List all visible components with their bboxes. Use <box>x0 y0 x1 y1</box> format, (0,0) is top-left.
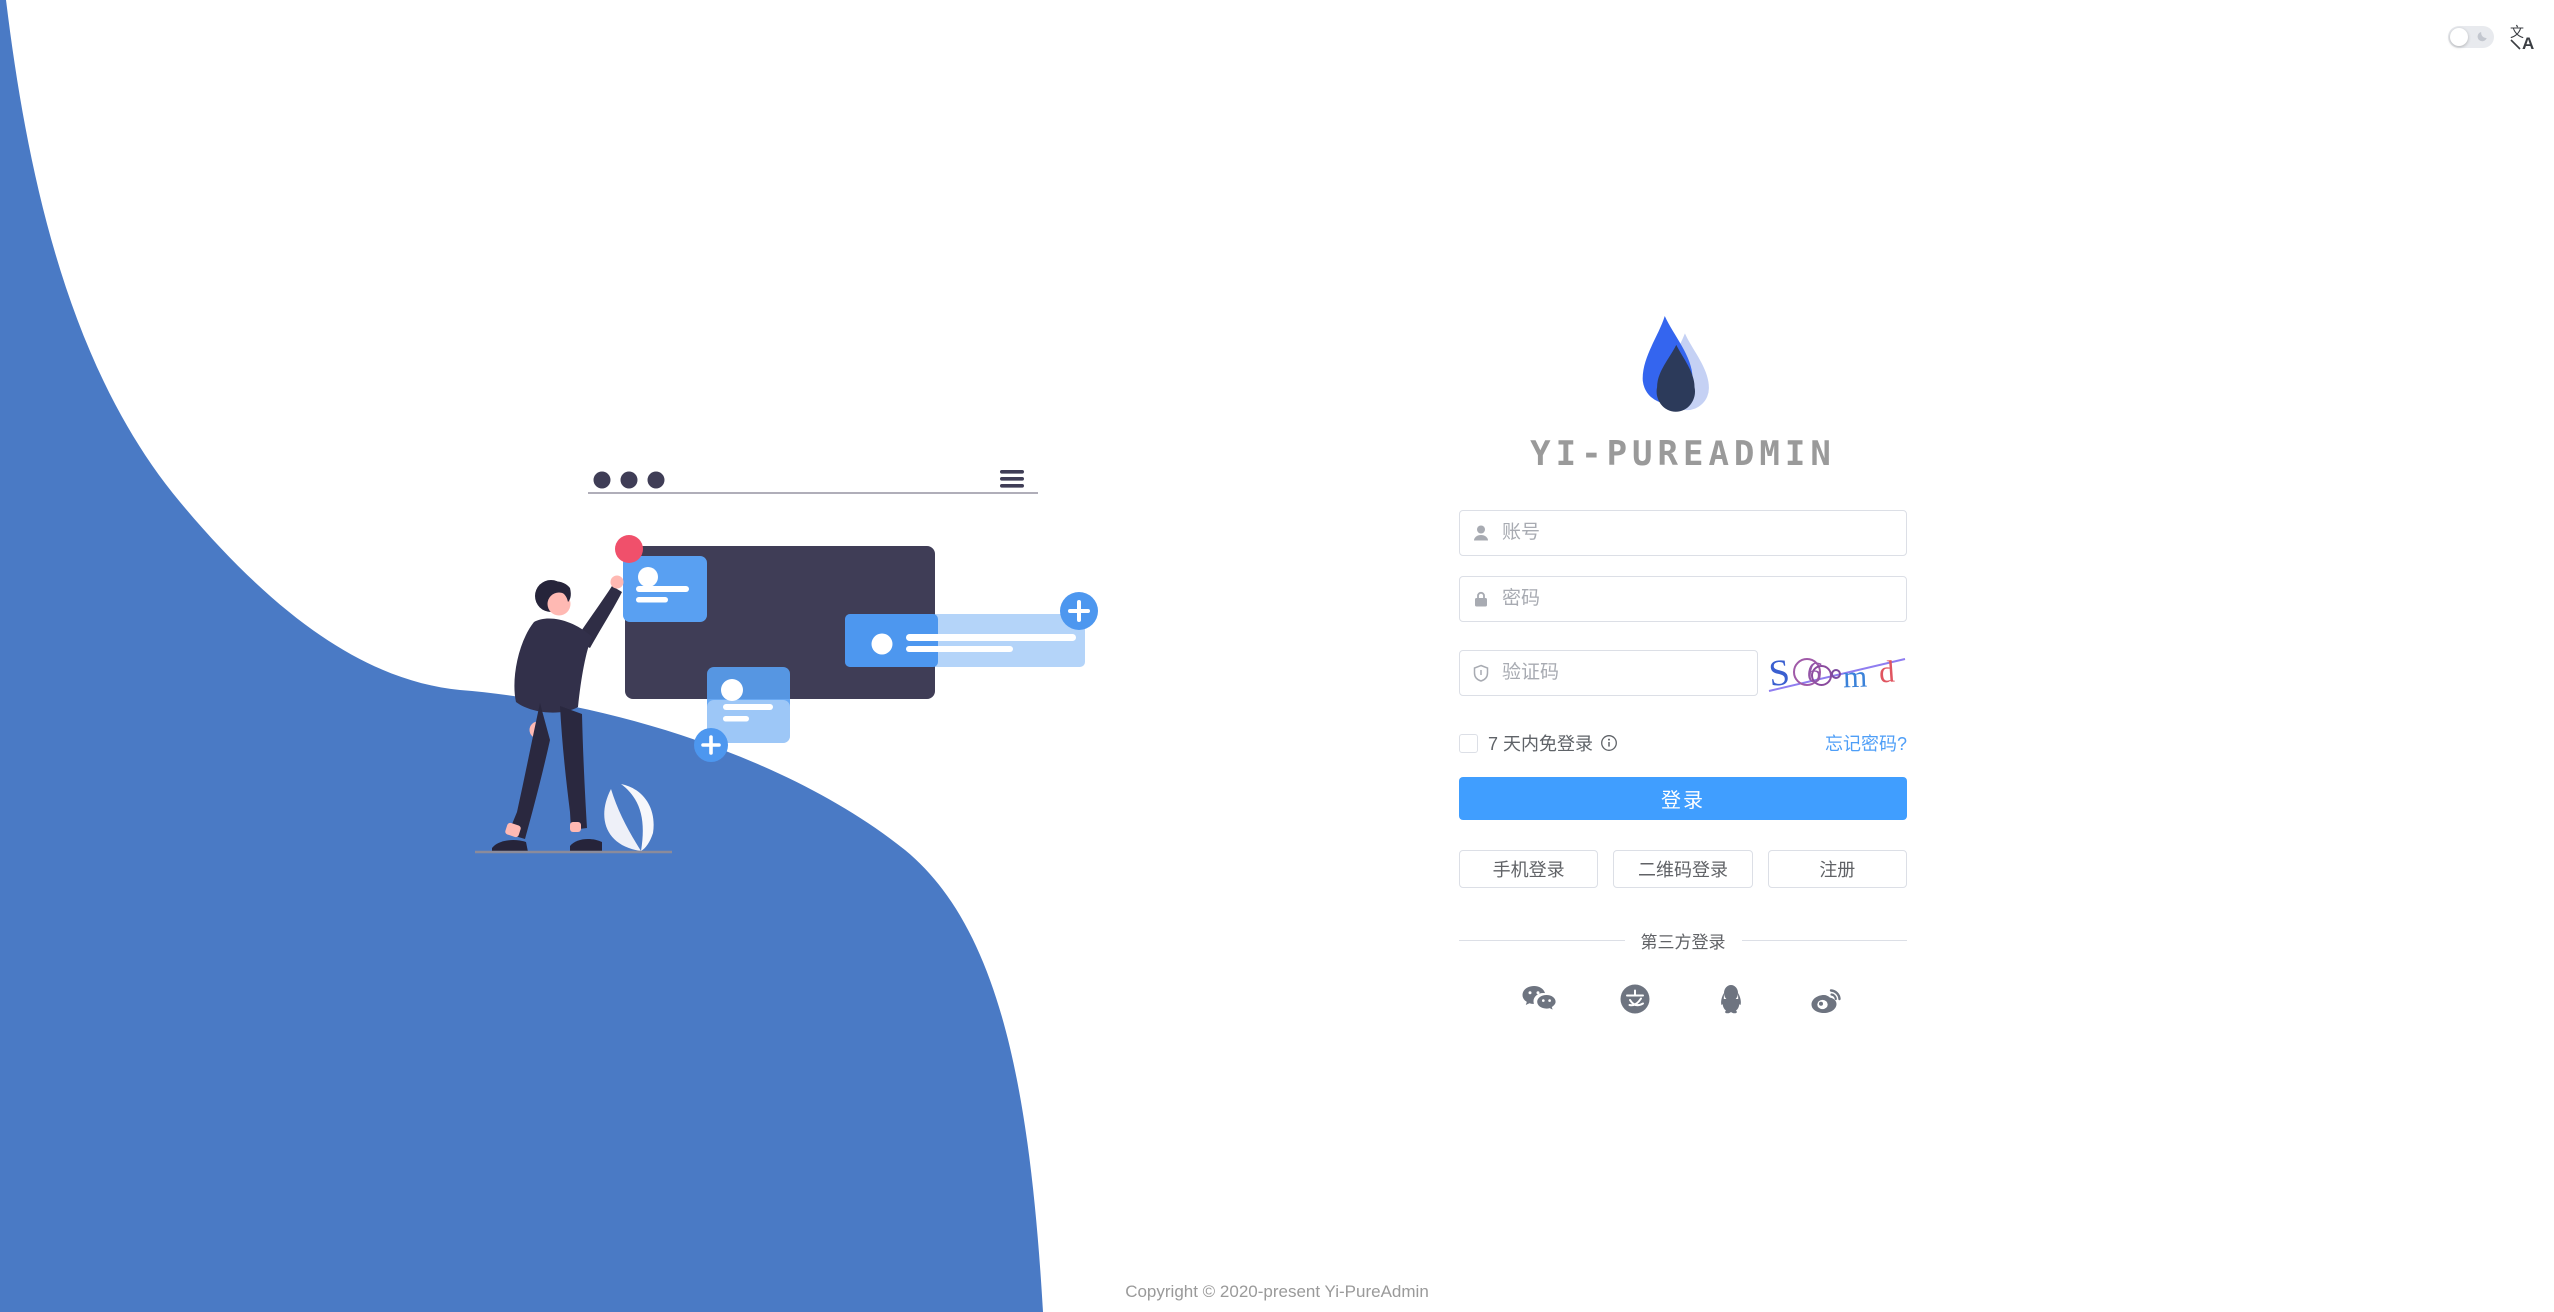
wechat-icon[interactable] <box>1521 983 1557 1015</box>
secondary-actions: 手机登录 二维码登录 注册 <box>1459 850 1907 888</box>
divider-line <box>1741 940 1907 941</box>
account-field-wrap <box>1459 510 1907 556</box>
wave-shape <box>0 0 1043 1312</box>
forgot-password-link[interactable]: 忘记密码? <box>1824 734 1907 754</box>
leaf-decoration <box>604 784 654 851</box>
password-field-wrap <box>1459 576 1907 622</box>
login-illustration <box>475 470 1098 854</box>
qrcode-login-button[interactable]: 二维码登录 <box>1613 850 1753 888</box>
svg-text:A: A <box>2522 34 2534 51</box>
moon-icon <box>2477 32 2487 42</box>
remember-checkbox[interactable] <box>1459 733 1478 753</box>
divider-line <box>1459 940 1625 941</box>
qq-icon[interactable] <box>1713 983 1749 1015</box>
app-logo <box>1642 316 1709 412</box>
user-icon <box>1472 524 1490 542</box>
app-title: YI-PUREADMIN <box>1530 434 1836 474</box>
captcha-image[interactable]: S 6 m d <box>1767 650 1907 696</box>
phone-login-button[interactable]: 手机登录 <box>1459 850 1599 888</box>
account-input[interactable] <box>1459 510 1907 556</box>
dark-mode-toggle[interactable] <box>2448 26 2494 48</box>
weibo-icon[interactable] <box>1809 983 1845 1015</box>
alipay-icon[interactable] <box>1617 983 1653 1015</box>
shield-icon <box>1472 664 1490 682</box>
toggle-knob <box>2450 28 2468 46</box>
login-button[interactable]: 登录 <box>1459 777 1907 820</box>
remember-label: 7 天内免登录 <box>1488 734 1594 754</box>
captcha-noise-circle <box>1831 669 1841 679</box>
language-switch-icon[interactable]: 文 A <box>2508 22 2538 52</box>
captcha-field-wrap <box>1459 650 1758 696</box>
captcha-char: d <box>1877 653 1896 690</box>
captcha-input[interactable] <box>1459 650 1758 696</box>
password-input[interactable] <box>1459 576 1907 622</box>
captcha-char: m <box>1842 658 1868 695</box>
svg-text:文: 文 <box>2510 24 2524 40</box>
divider-label: 第三方登录 <box>1640 933 1726 952</box>
person-figure <box>492 575 624 852</box>
copyright-text: Copyright © 2020-present Yi-PureAdmin <box>1125 1282 1429 1301</box>
lock-icon <box>1472 590 1490 608</box>
third-party-login-row <box>1459 983 1907 1015</box>
remember-row: 7 天内免登录 忘记密码? <box>1459 730 1907 756</box>
register-button[interactable]: 注册 <box>1767 850 1907 888</box>
third-party-divider: 第三方登录 <box>1459 928 1907 953</box>
menu-icon <box>1000 470 1024 488</box>
info-icon[interactable] <box>1600 734 1618 752</box>
login-panel: YI-PUREADMIN <box>1459 312 1907 1015</box>
topbar-controls: 文 A <box>2448 22 2538 52</box>
login-form: S 6 m d 7 天内免登录 忘记密码? 登录 <box>1459 472 1907 1015</box>
captcha-row: S 6 m d <box>1459 650 1907 696</box>
captcha-char: S <box>1766 652 1792 695</box>
